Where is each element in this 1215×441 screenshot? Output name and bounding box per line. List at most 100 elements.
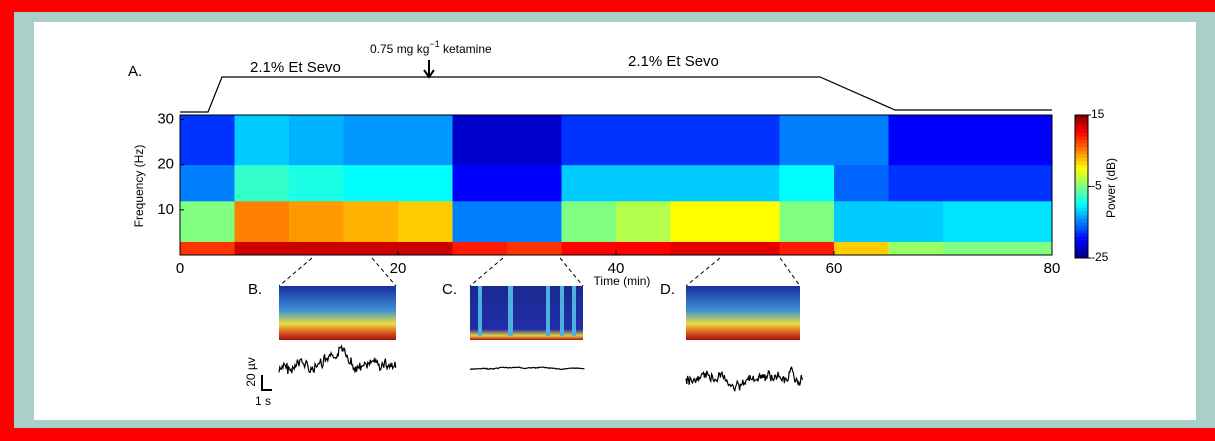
colorbar-segment (1075, 215, 1088, 220)
cell (670, 115, 726, 166)
cell (779, 164, 835, 202)
colorbar-segment (1075, 175, 1088, 180)
inset-spectrogram (686, 286, 800, 340)
cell (779, 200, 835, 242)
cell (997, 200, 1053, 242)
x-tick-label: 20 (390, 260, 407, 277)
x-tick-label: 40 (608, 260, 625, 277)
cell (888, 200, 944, 242)
cell (943, 164, 998, 202)
scale-amplitude: 20 µv (244, 357, 258, 387)
cell (452, 241, 508, 256)
cell (725, 115, 780, 166)
colorbar-segment (1075, 172, 1088, 177)
cell (561, 241, 617, 256)
colorbar-segment (1075, 207, 1088, 213)
cell (670, 164, 726, 202)
scale-bar (261, 375, 272, 391)
cell (997, 241, 1053, 256)
y-axis-label: Frequency (Hz) (132, 145, 146, 228)
colorbar-segment (1075, 125, 1088, 130)
scale-time: 1 s (255, 394, 271, 408)
colorbar-segment (1075, 136, 1088, 141)
inset-bursts (478, 286, 576, 336)
cell (507, 164, 562, 202)
colorbar-segment (1075, 129, 1088, 134)
colorbar-segment (1075, 204, 1088, 209)
inset-spectrogram (470, 286, 583, 340)
cell (180, 200, 235, 242)
x-tick-label: 80 (1044, 260, 1061, 277)
inset-label: C. (442, 281, 457, 298)
y-tick-label: 20 (157, 156, 174, 173)
inset-label: B. (248, 281, 262, 298)
colorbar-segment (1075, 236, 1088, 241)
colorbar-segment (1075, 186, 1088, 191)
cell (343, 115, 399, 166)
cell (180, 241, 235, 256)
colorbar-segment (1075, 243, 1088, 248)
colorbar-tick-label: -25 (1091, 250, 1109, 264)
cell (943, 241, 998, 256)
cell (779, 241, 835, 256)
colorbar-segment (1075, 161, 1088, 166)
cell (234, 241, 290, 256)
colorbar-segment (1075, 150, 1088, 155)
x-tick-label: 60 (826, 260, 843, 277)
cell (834, 115, 889, 166)
cell (779, 115, 835, 166)
cell (888, 164, 944, 202)
colorbar-segment (1075, 168, 1088, 173)
cell (452, 200, 508, 242)
annotation: 2.1% Et Sevo (250, 59, 341, 76)
colorbar-segment (1075, 154, 1088, 159)
colorbar-segment (1075, 118, 1088, 123)
x-tick-label: 0 (176, 260, 184, 277)
colorbar-tick-label: 15 (1091, 107, 1105, 121)
cell (398, 164, 453, 202)
eeg-trace (469, 366, 585, 371)
colorbar-segment (1075, 211, 1088, 216)
cell (398, 200, 453, 242)
colorbar-segment (1075, 200, 1088, 205)
cell (670, 241, 726, 256)
colorbar-segment (1075, 190, 1088, 195)
colorbar-segment (1075, 122, 1088, 127)
cell (561, 164, 617, 202)
cell (834, 164, 889, 202)
cell (452, 164, 508, 202)
zoom-lines (278, 257, 801, 287)
colorbar-segment (1075, 225, 1088, 230)
colorbar-segment (1075, 147, 1088, 152)
cell (234, 115, 290, 166)
cell (343, 200, 399, 242)
cell (289, 164, 344, 202)
cell (943, 200, 998, 242)
y-tick-label: 10 (157, 201, 174, 218)
cell (725, 241, 780, 256)
colorbar-segment (1075, 193, 1088, 198)
cell (834, 241, 889, 256)
colorbar-segment (1075, 250, 1088, 255)
colorbar-segment (1075, 222, 1088, 227)
cell (616, 241, 671, 256)
cell (289, 241, 344, 256)
cell (834, 200, 889, 242)
cell (670, 200, 726, 242)
cell (725, 200, 780, 242)
eeg-trace (685, 366, 804, 393)
inset-spectrogram (279, 286, 396, 340)
colorbar-segment (1075, 140, 1088, 145)
cell (725, 164, 780, 202)
cell (888, 241, 944, 256)
y-tick-label: 30 (157, 110, 174, 127)
cell (234, 200, 290, 242)
cell (180, 164, 235, 202)
colorbar-segment (1075, 115, 1088, 120)
cell (289, 200, 344, 242)
cell (561, 115, 617, 166)
cell (398, 115, 453, 166)
colorbar-segment (1075, 132, 1088, 137)
cell (234, 164, 290, 202)
